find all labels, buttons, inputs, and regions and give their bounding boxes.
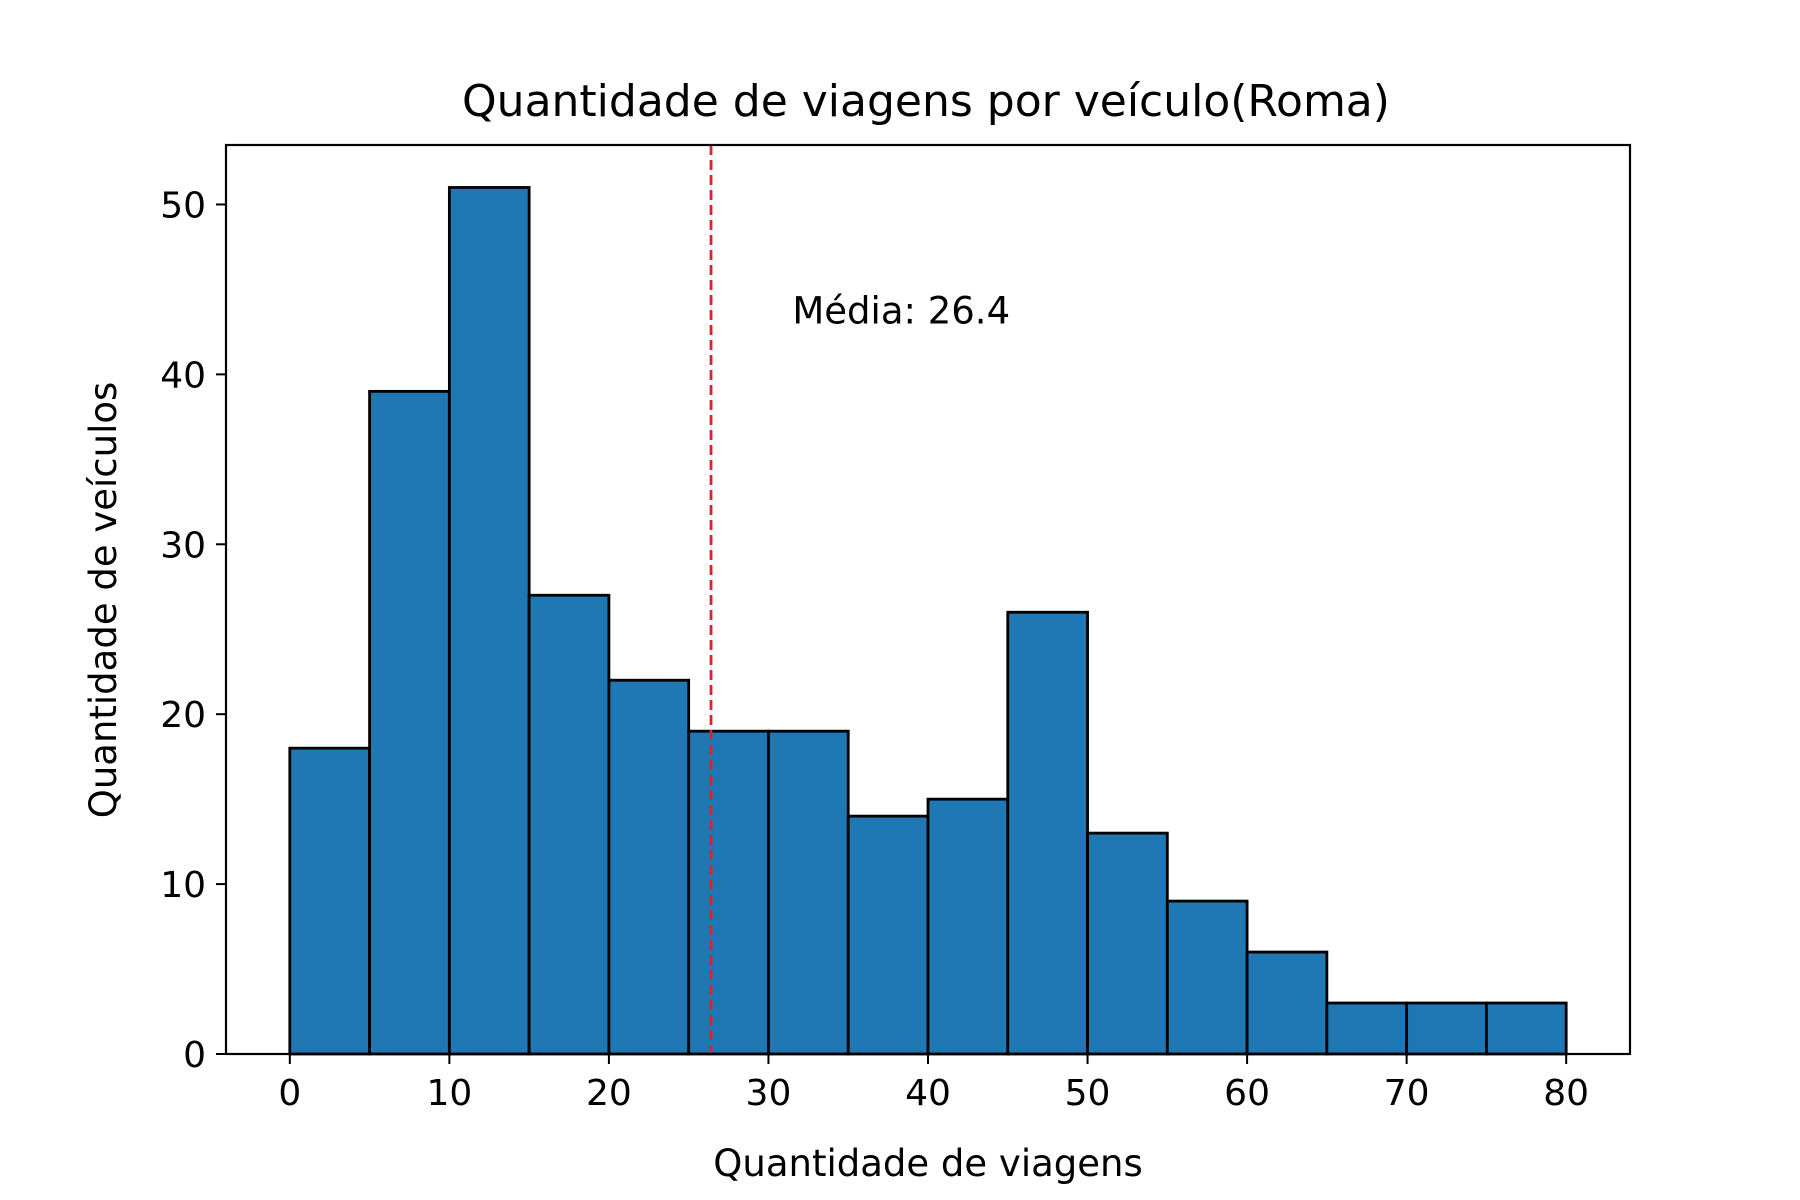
x-axis-label: Quantidade de viagens: [713, 1142, 1143, 1185]
y-tick-label: 10: [160, 865, 206, 906]
histogram-bar: [1405, 1001, 1488, 1056]
histogram-bar: [607, 678, 691, 1056]
histogram-bar: [926, 797, 1010, 1056]
histogram-bar: [368, 389, 451, 1056]
histogram-bar: [1165, 899, 1249, 1056]
x-tick-label: 20: [586, 1073, 632, 1114]
y-tick-label: 50: [160, 185, 206, 226]
histogram-bar: [846, 814, 930, 1056]
mean-group: Média: 26.4: [709, 145, 1010, 1054]
histogram-bar: [1325, 1001, 1409, 1056]
x-tick-label: 30: [746, 1073, 792, 1114]
y-tick-label: 40: [160, 355, 206, 396]
x-tick-label: 80: [1543, 1073, 1589, 1114]
x-tick-label: 60: [1224, 1073, 1270, 1114]
x-tick-label: 0: [278, 1073, 301, 1114]
x-tick-label: 70: [1384, 1073, 1430, 1114]
histogram-bar: [1006, 610, 1089, 1056]
chart-title: Quantidade de viagens por veículo(Roma): [462, 76, 1390, 127]
histogram-bar: [288, 746, 371, 1056]
y-tick-label: 30: [160, 525, 206, 566]
x-ticks-group: 0 10 20 30 40 50 60 70 80: [278, 1054, 1589, 1114]
histogram-bar: [1245, 950, 1329, 1056]
histogram-bar: [687, 729, 770, 1056]
y-tick-label: 20: [160, 695, 206, 736]
x-tick-label: 50: [1065, 1073, 1111, 1114]
histogram-bar: [767, 729, 850, 1056]
x-tick-label: 10: [426, 1073, 472, 1114]
x-tick-label: 40: [905, 1073, 951, 1114]
histogram-bar: [527, 593, 611, 1056]
histogram-bar: [1086, 831, 1169, 1056]
bars-group: [288, 186, 1568, 1056]
y-axis-label: Quantidade de veículos: [82, 382, 125, 819]
y-ticks-group: 0 10 20 30 40 50: [160, 185, 226, 1076]
histogram-bar: [447, 186, 531, 1056]
mean-annotation: Média: 26.4: [792, 289, 1010, 332]
histogram-bar: [1485, 1001, 1568, 1056]
y-tick-label: 0: [183, 1035, 206, 1076]
